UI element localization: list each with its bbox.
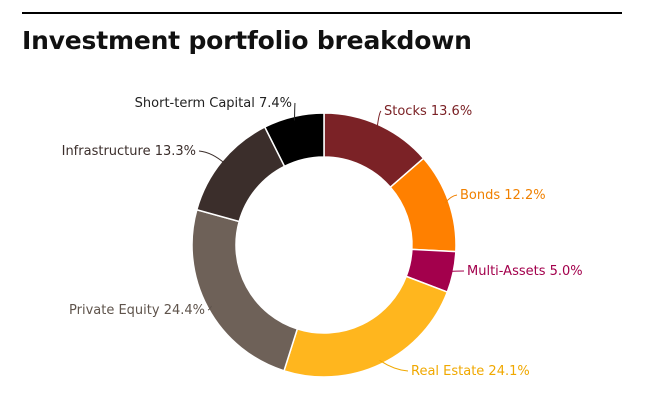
top-rule xyxy=(22,12,622,14)
slice-label-bonds: Bonds 12.2% xyxy=(460,188,546,203)
slice-label-infrastructure: Infrastructure 13.3% xyxy=(62,144,196,159)
slice-label-short-term-capital: Short-term Capital 7.4% xyxy=(135,96,292,111)
slice-real-estate[interactable] xyxy=(283,275,449,378)
leader-line-real-estate xyxy=(379,359,409,372)
slice-label-private-equity: Private Equity 24.4% xyxy=(69,303,205,318)
slice-label-multi-assets: Multi-Assets 5.0% xyxy=(467,264,583,279)
slice-short-term-capital[interactable] xyxy=(263,112,325,168)
leader-line-bonds xyxy=(444,194,458,204)
page-title: Investment portfolio breakdown xyxy=(22,26,472,55)
slice-label-real-estate: Real Estate 24.1% xyxy=(411,364,530,379)
slice-label-stocks: Stocks 13.6% xyxy=(384,104,472,119)
leader-line-infrastructure xyxy=(198,150,226,165)
leader-line-private-equity xyxy=(207,305,212,311)
slice-private-equity[interactable] xyxy=(191,208,299,372)
leader-line-stocks xyxy=(376,110,382,129)
